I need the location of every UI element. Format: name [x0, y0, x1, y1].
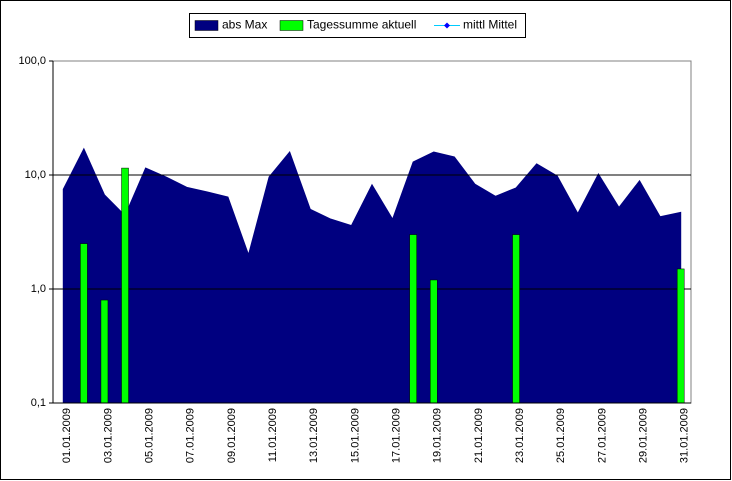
- legend-label: abs Max: [222, 18, 267, 32]
- bar: [100, 299, 109, 404]
- x-tick-label: 05.01.2009: [144, 408, 156, 463]
- x-tick-label: 13.01.2009: [308, 408, 320, 463]
- bar: [121, 167, 129, 404]
- x-tick-label: 17.01.2009: [390, 408, 402, 463]
- x-tick-label: 27.01.2009: [596, 408, 608, 463]
- bar: [512, 234, 520, 404]
- x-tick-label: 15.01.2009: [349, 408, 361, 463]
- x-tick-label: 29.01.2009: [637, 408, 649, 463]
- legend-label: mittl Mittel: [463, 18, 517, 32]
- x-tick-label: 07.01.2009: [185, 408, 197, 463]
- legend-marker: [444, 22, 450, 29]
- y-tick-label: 100,0: [18, 55, 46, 67]
- area: [62, 147, 682, 404]
- x-tick-label: 03.01.2009: [102, 408, 114, 463]
- legend-swatch: [194, 20, 219, 31]
- y-tick-label: 0,1: [31, 397, 46, 409]
- x-tick-label: 23.01.2009: [514, 408, 526, 463]
- legend-label: Tagessumme aktuell: [307, 18, 416, 32]
- legend-swatch: [279, 20, 304, 31]
- x-tick-label: 19.01.2009: [432, 408, 444, 463]
- bar: [429, 279, 438, 404]
- legend: [189, 13, 526, 38]
- x-tick-label: 25.01.2009: [555, 408, 567, 463]
- y-tick-label: 10,0: [25, 169, 46, 181]
- y-tick-label: 1,0: [31, 283, 46, 295]
- x-tick-label: 21.01.2009: [473, 408, 485, 463]
- x-tick-label: 09.01.2009: [226, 408, 238, 463]
- x-tick-label: 31.01.2009: [679, 408, 691, 463]
- bar: [676, 268, 685, 404]
- bar: [409, 234, 417, 404]
- x-tick-label: 11.01.2009: [267, 408, 279, 462]
- bar: [80, 243, 88, 404]
- x-tick-label: 01.01.2009: [61, 408, 73, 463]
